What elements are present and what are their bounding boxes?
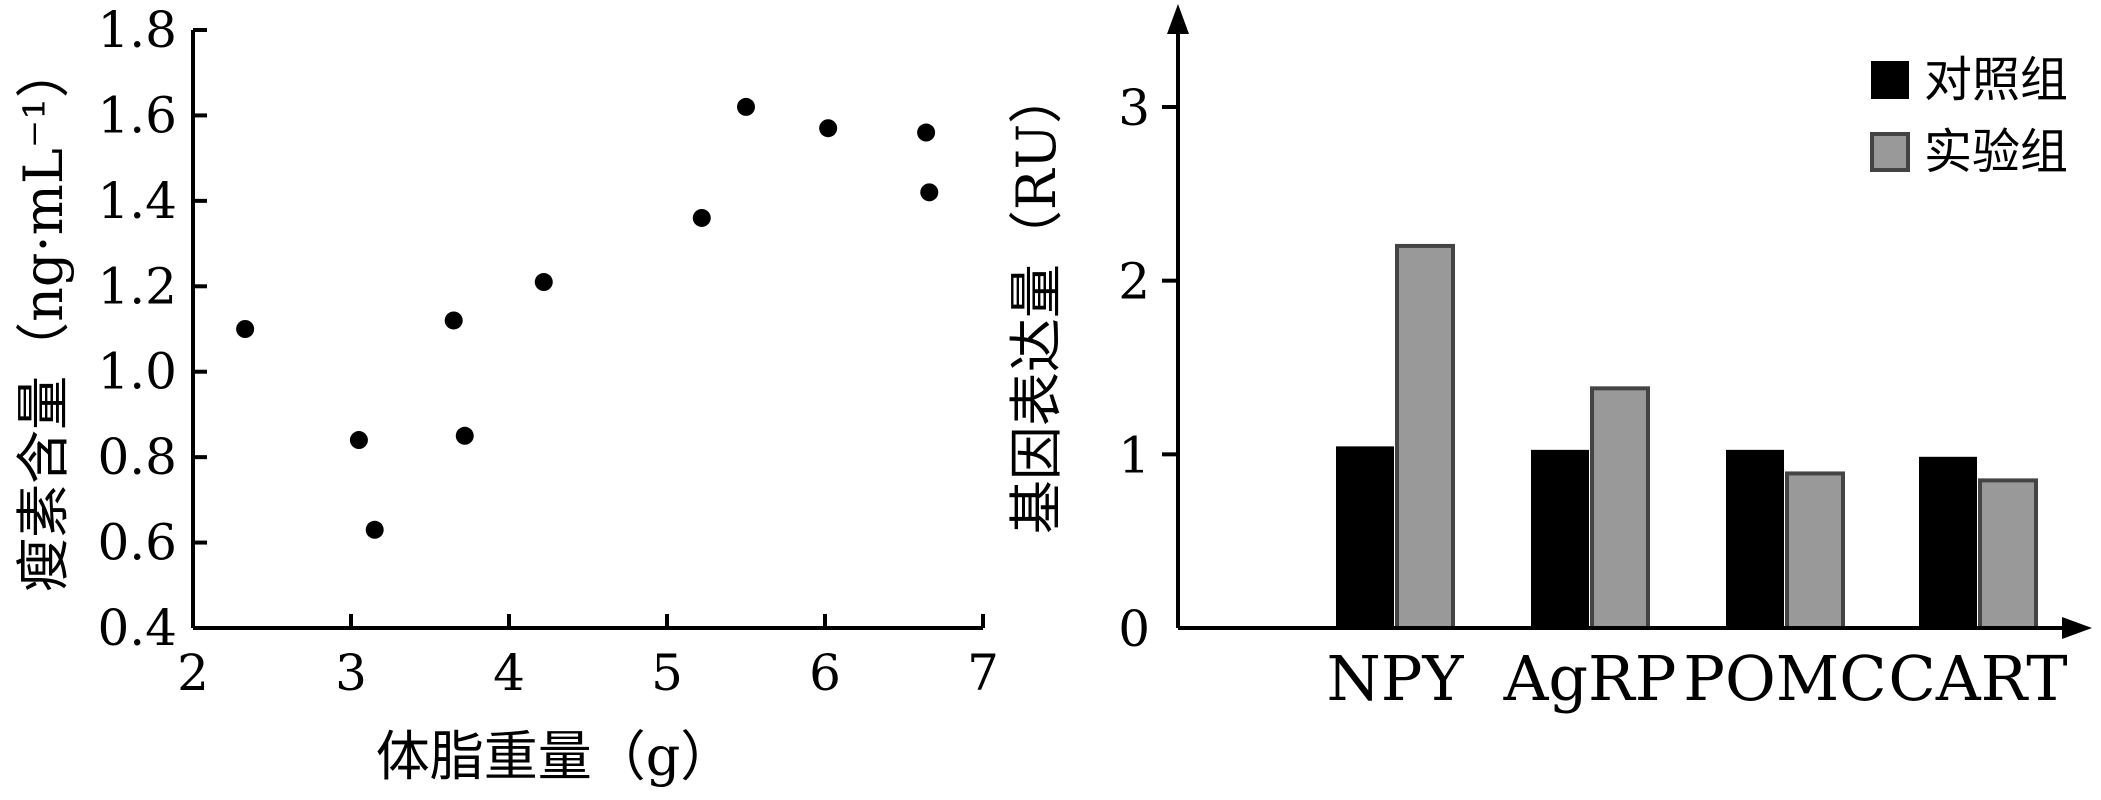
legend-swatch-experiment — [1870, 132, 1910, 172]
bar-x-axis-arrow-icon — [2062, 617, 2092, 639]
bar-y-axis-arrow-icon — [1167, 4, 1189, 34]
scatter-point — [365, 520, 384, 539]
bar-y-tick-label: 1 — [1118, 426, 1150, 484]
scatter-y-tick-label: 1.0 — [97, 343, 177, 401]
scatter-y-tick-label: 0.4 — [97, 599, 177, 657]
scatter-x-tick-label: 7 — [967, 644, 999, 702]
scatter-point — [236, 320, 255, 338]
bar-y-tick-label: 0 — [1118, 600, 1150, 658]
scatter-x-tick-label: 6 — [809, 644, 841, 702]
scatter-point — [692, 208, 711, 227]
scatter-x-tick-label: 4 — [493, 644, 525, 702]
bar-experiment-cart — [1978, 478, 2038, 630]
bar-control-npy — [1336, 446, 1394, 629]
bar-experiment-pomc — [1785, 471, 1845, 631]
scatter-y-tick-label: 1.2 — [97, 257, 177, 315]
scatter-y-tick-label: 0.6 — [97, 514, 177, 572]
bar-y-tick-label: 2 — [1118, 253, 1150, 311]
scatter-point — [917, 123, 936, 142]
bar-control-cart — [1919, 456, 1977, 629]
legend-label: 实验组 — [1924, 124, 2068, 180]
scatter-x-tick-label: 3 — [335, 644, 367, 702]
bar-category-label: CART — [1888, 642, 2067, 715]
bar-y-tick-label: 3 — [1118, 79, 1150, 137]
legend-swatch-control — [1871, 61, 1909, 99]
scatter-y-tick-label: 1.8 — [97, 1, 177, 59]
bar-y-ticks: 0 1 2 3 — [1118, 79, 1178, 658]
scatter-x-ticks: 2 3 4 5 6 7 — [177, 614, 999, 702]
scatter-point — [455, 426, 474, 445]
bar-category-labels: NPY AgRP POMC CART — [1327, 642, 2068, 715]
bar-experiment-npy — [1395, 243, 1455, 631]
bar-category-label: POMC — [1683, 642, 1886, 715]
scatter-point — [737, 97, 755, 116]
bar-category-label: NPY — [1327, 642, 1465, 715]
scatter-point — [920, 183, 939, 202]
scatter-x-tick-label: 5 — [651, 644, 683, 702]
bar-category-label: AgRP — [1503, 642, 1677, 715]
scatter-y-tick-label: 1.4 — [97, 172, 177, 230]
bar-marks — [1336, 243, 2038, 631]
scatter-point — [349, 431, 368, 450]
scatter-x-axis-title: 体脂重量（g） — [376, 725, 735, 788]
scatter-point — [819, 119, 838, 138]
bar-control-agrp — [1531, 449, 1589, 629]
scatter-y-tick-label: 0.8 — [97, 428, 177, 486]
bar-experiment-agrp — [1590, 386, 1650, 630]
scatter-y-ticks: 0.4 0.6 0.8 1.0 1.2 1.4 1.6 1.8 — [97, 1, 207, 657]
bar-control-pomc — [1726, 449, 1784, 629]
scatter-points — [236, 97, 939, 539]
scatter-y-tick-label: 1.6 — [97, 86, 177, 144]
scatter-x-tick-label: 2 — [177, 644, 209, 702]
scatter-y-axis-title: 瘦素含量（ng·mL⁻¹） — [12, 44, 75, 592]
bar-y-axis-title: 基因表达量（RU） — [1005, 70, 1068, 534]
scatter-point — [534, 273, 553, 292]
scatter-point — [444, 311, 463, 330]
legend-label: 对照组 — [1924, 52, 2068, 108]
